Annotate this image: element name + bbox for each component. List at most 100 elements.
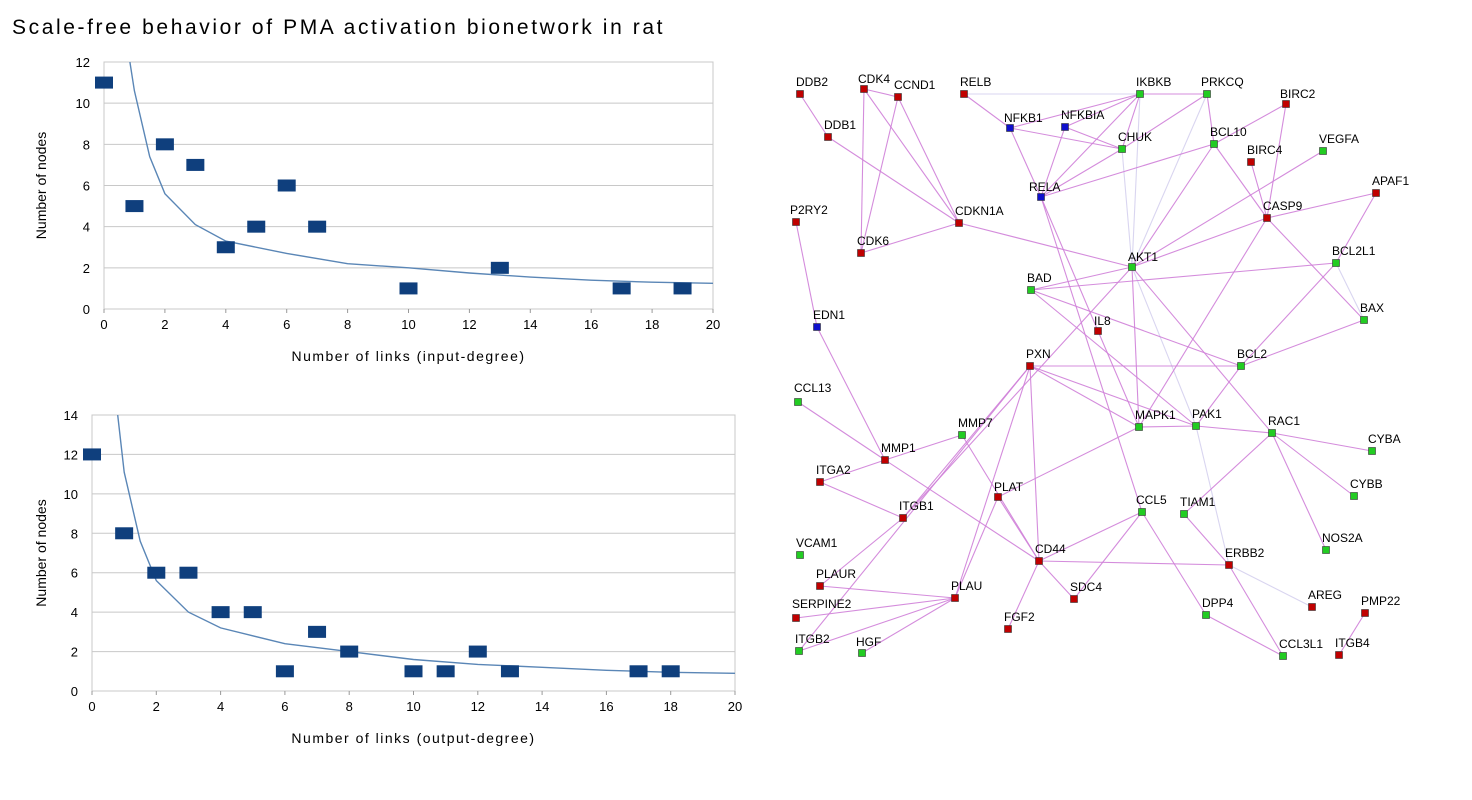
y-tick-label: 8	[71, 526, 78, 541]
node-marker	[1322, 546, 1330, 554]
network-node: EDN1	[813, 308, 845, 331]
node-label: ITGA2	[816, 463, 851, 477]
y-axis-label: Number of nodes	[33, 132, 49, 239]
node-label: CDK4	[858, 72, 890, 86]
network-node: CDK4	[858, 72, 890, 93]
x-tick-label: 14	[523, 317, 537, 332]
network-node: PLAUR	[816, 567, 856, 590]
node-marker	[1360, 316, 1368, 324]
network-node: NFKBIA	[1061, 108, 1104, 131]
node-label: MMP7	[958, 416, 993, 430]
network-node: FGF2	[1004, 610, 1035, 633]
network-edge	[1131, 266, 1273, 434]
node-label: SDC4	[1070, 580, 1102, 594]
node-marker	[1308, 603, 1316, 611]
node-marker	[1237, 362, 1245, 370]
node-label: CASP9	[1263, 199, 1303, 213]
network-edge	[1030, 262, 1337, 291]
data-point	[243, 606, 262, 619]
y-tick-label: 0	[71, 684, 78, 699]
x-tick-label: 14	[535, 699, 549, 714]
network-edge	[1064, 126, 1123, 150]
node-marker	[1061, 123, 1069, 131]
data-point	[277, 179, 296, 192]
network-edge	[819, 585, 956, 599]
data-point	[673, 282, 692, 295]
x-tick-label: 2	[161, 317, 168, 332]
node-marker	[1282, 100, 1290, 108]
node-label: BAD	[1027, 271, 1052, 285]
node-marker	[1361, 609, 1369, 617]
network-node: CCL5	[1136, 493, 1167, 516]
network-edge	[795, 597, 956, 619]
network-node: CDKN1A	[955, 204, 1004, 227]
network-node: ITGB4	[1335, 636, 1370, 659]
node-marker	[794, 398, 802, 406]
data-point	[216, 241, 235, 254]
network-node: CDK6	[857, 234, 889, 257]
node-marker	[816, 582, 824, 590]
x-tick-label: 8	[346, 699, 353, 714]
network-edge	[819, 459, 886, 483]
network-edge	[1195, 425, 1230, 566]
node-marker	[1268, 429, 1276, 437]
network-edge	[1141, 511, 1207, 616]
y-tick-label: 2	[71, 645, 78, 660]
node-label: ITGB1	[899, 499, 934, 513]
network-edge	[1121, 93, 1208, 150]
x-tick-label: 6	[281, 699, 288, 714]
network-edge	[1121, 148, 1133, 268]
network-edge	[1131, 143, 1215, 268]
network-node: HGF	[856, 635, 881, 657]
y-tick-label: 12	[64, 447, 78, 462]
node-marker	[1319, 147, 1327, 155]
x-tick-label: 0	[100, 317, 107, 332]
x-tick-label: 2	[153, 699, 160, 714]
node-marker	[1332, 259, 1340, 267]
network-edge	[1131, 93, 1141, 268]
node-marker	[857, 249, 865, 257]
node-marker	[792, 614, 800, 622]
network-edge	[897, 96, 960, 224]
node-marker	[792, 218, 800, 226]
node-label: ITGB4	[1335, 636, 1370, 650]
x-tick-label: 6	[283, 317, 290, 332]
network-edge	[1030, 289, 1242, 367]
network-edge	[1183, 432, 1273, 515]
network-node: P2RY2	[790, 203, 828, 226]
node-label: PRKCQ	[1201, 75, 1244, 89]
input-degree-chart: 0 2 4 6 8 10 12 0 2 4 6 8 10 12 14 16 18 20 Number of link…	[33, 55, 720, 364]
network-node: DPP4	[1202, 596, 1234, 619]
x-tick-label: 10	[406, 699, 420, 714]
y-tick-label: 4	[83, 220, 90, 235]
network-node: MAPK1	[1135, 408, 1176, 431]
network-node: RAC1	[1268, 414, 1300, 437]
node-marker	[894, 93, 902, 101]
node-label: VCAM1	[796, 536, 838, 550]
network-edge	[1030, 289, 1197, 427]
network-edge	[799, 93, 829, 138]
node-marker	[1225, 561, 1233, 569]
node-marker	[1004, 625, 1012, 633]
y-tick-label: 12	[76, 55, 90, 70]
y-tick-label: 2	[83, 261, 90, 276]
network-node: RELB	[960, 75, 991, 98]
node-label: PLAU	[951, 579, 982, 593]
network-edge	[1195, 365, 1242, 427]
node-label: NFKB1	[1004, 111, 1043, 125]
network-edge	[863, 88, 960, 224]
data-point	[629, 665, 648, 678]
node-marker	[813, 323, 821, 331]
node-label: BCL2	[1237, 347, 1267, 361]
node-label: DDB2	[796, 75, 828, 89]
node-label: RAC1	[1268, 414, 1300, 428]
x-tick-label: 16	[599, 699, 613, 714]
network-edge	[795, 221, 818, 328]
data-point	[340, 645, 359, 658]
network-edge	[1040, 126, 1066, 198]
network-edge	[1029, 365, 1197, 427]
data-point	[436, 665, 455, 678]
network-edge	[954, 365, 1031, 599]
network-edge	[860, 222, 960, 254]
network-node: PLAU	[951, 579, 982, 602]
